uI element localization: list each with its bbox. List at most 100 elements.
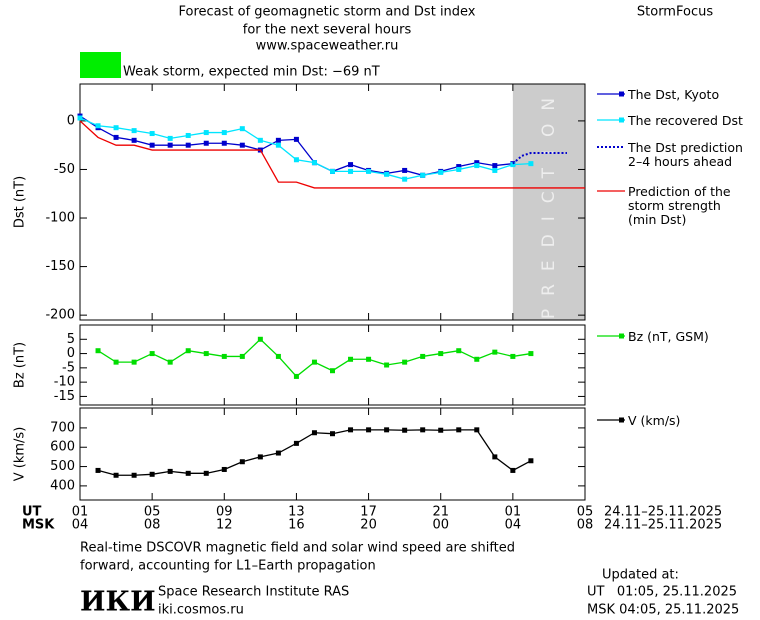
point <box>239 126 245 132</box>
y-tick-label: -200 <box>45 308 75 323</box>
point <box>203 140 209 146</box>
point <box>420 353 426 359</box>
point <box>239 353 245 359</box>
point <box>275 142 281 148</box>
point <box>474 163 480 169</box>
msk-tick-label: 08 <box>144 518 161 533</box>
point <box>203 130 209 136</box>
point <box>330 431 335 437</box>
point <box>528 351 534 357</box>
y-axis-label: Bz (nT) <box>13 342 28 388</box>
point <box>420 427 426 433</box>
note: forward, accounting for L1–Earth propaga… <box>80 559 376 574</box>
point <box>203 351 209 357</box>
status-box <box>80 52 121 78</box>
series-line <box>79 117 531 180</box>
point <box>149 131 155 137</box>
point <box>492 163 498 169</box>
point <box>456 427 462 433</box>
point <box>113 125 119 131</box>
prediction-zone <box>512 84 585 320</box>
point <box>402 359 408 365</box>
point <box>348 168 354 174</box>
msk-tick-label: 04 <box>505 518 522 533</box>
point <box>293 440 299 446</box>
point <box>438 351 444 357</box>
point <box>293 373 299 379</box>
point <box>492 349 498 355</box>
point <box>113 134 119 140</box>
ut-tick-label: 05 <box>144 505 161 520</box>
point <box>510 162 516 168</box>
point <box>113 359 119 365</box>
msk-tick-label: 00 <box>432 518 449 533</box>
point <box>275 353 281 359</box>
legend-marker <box>619 333 624 339</box>
point <box>221 130 227 136</box>
point <box>311 359 317 365</box>
updated: Updated at: <box>602 568 679 583</box>
point <box>131 472 137 478</box>
point <box>474 427 480 433</box>
point <box>438 427 444 433</box>
point <box>167 142 173 148</box>
institute: Space Research Institute RAS <box>158 585 349 600</box>
y-tick-label: -100 <box>45 211 75 226</box>
ut-tick-label: 21 <box>432 505 449 520</box>
y-tick-label: 400 <box>50 478 75 493</box>
point <box>95 467 101 473</box>
updated: UT 01:05, 25.11.2025 <box>587 585 737 600</box>
point <box>167 468 173 474</box>
point <box>402 427 408 433</box>
point <box>149 351 155 357</box>
y-tick-label: 600 <box>50 440 75 455</box>
y-tick-label: -150 <box>45 259 75 274</box>
logo: ИКИ <box>80 587 156 618</box>
point <box>384 362 390 368</box>
prediction-label: PREDICTION <box>539 85 559 319</box>
title: Forecast of geomagnetic storm and Dst in… <box>178 5 475 20</box>
point <box>330 368 335 374</box>
point <box>510 353 516 359</box>
point <box>221 466 227 472</box>
point <box>275 450 281 456</box>
point <box>167 359 173 365</box>
legend-label: Bz (nT, GSM) <box>628 329 709 344</box>
ut-tick-label: 05 <box>577 505 594 520</box>
legend-label: V (km/s) <box>628 413 681 428</box>
point <box>131 137 137 143</box>
point <box>257 454 263 460</box>
ut-tick-label: 09 <box>216 505 233 520</box>
point <box>366 427 372 433</box>
legend-marker <box>619 117 624 123</box>
msk-tick-label: 08 <box>577 518 594 533</box>
point <box>348 162 354 168</box>
legend-marker <box>619 417 624 423</box>
point <box>149 142 155 148</box>
point <box>420 172 426 178</box>
point <box>528 161 534 167</box>
msk-dates: 24.11–25.11.2025 <box>604 518 722 533</box>
point <box>221 353 227 359</box>
msk-tick-label: 04 <box>72 518 89 533</box>
point <box>113 472 119 478</box>
title: for the next several hours <box>243 23 412 38</box>
point <box>348 427 354 433</box>
legend-label: The recovered Dst <box>628 113 743 128</box>
msk-tick-label: 20 <box>360 518 377 533</box>
series-line <box>79 115 513 176</box>
legend-label: The Dst, Kyoto <box>628 87 720 102</box>
point <box>384 171 390 177</box>
point <box>348 356 354 362</box>
ut-tick-label: 17 <box>360 505 377 520</box>
title: www.spaceweather.ru <box>256 39 399 54</box>
point <box>293 136 299 142</box>
status-text: Weak storm, expected min Dst: −69 nT <box>123 65 380 80</box>
frame <box>79 324 586 406</box>
site: iki.cosmos.ru <box>158 603 244 618</box>
point <box>239 459 245 465</box>
ut-dates: 24.11–25.11.2025 <box>604 505 722 520</box>
series-line <box>512 151 567 165</box>
point <box>95 123 101 129</box>
